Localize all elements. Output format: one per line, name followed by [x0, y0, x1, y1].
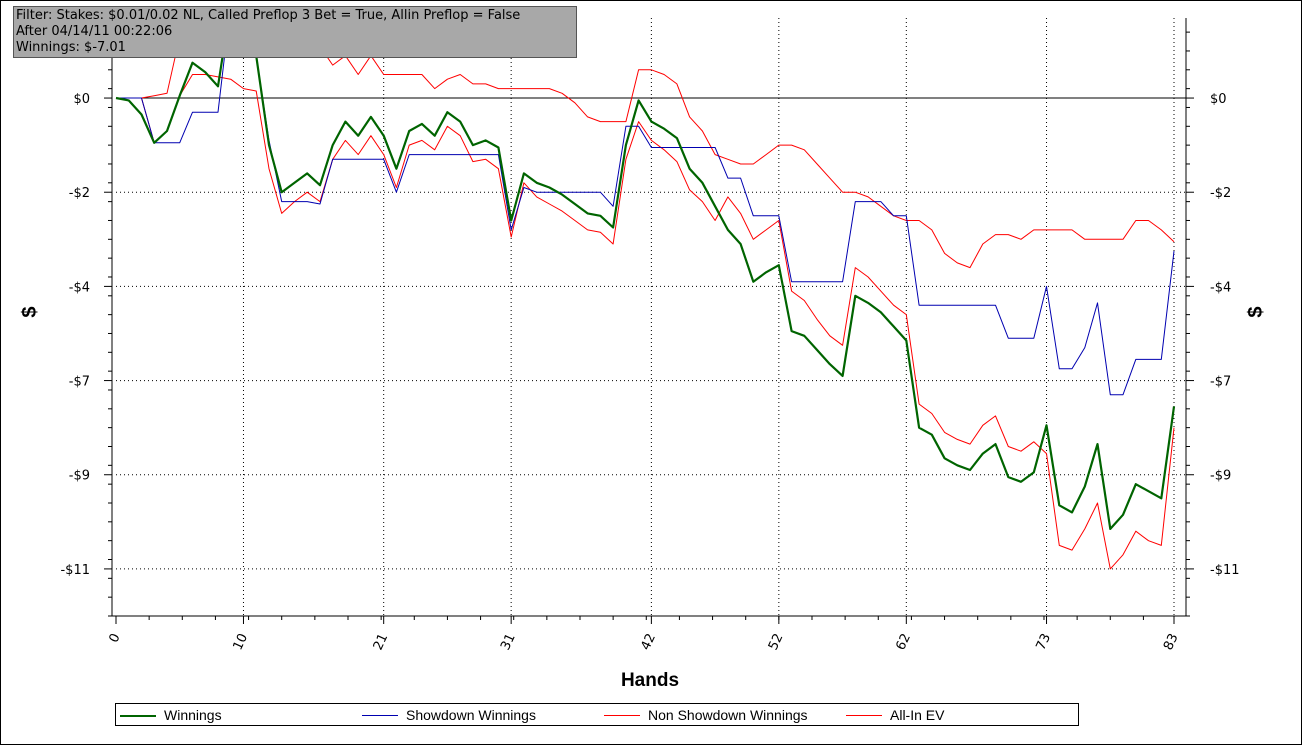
y-axis-label-left: $ [19, 306, 41, 317]
y-tick-label-left: -$11 [60, 563, 90, 578]
x-tick-label: 0 [107, 631, 124, 645]
y-tick-label-left: -$4 [69, 280, 90, 295]
filter-info-box: Filter: Stakes: $0.01/0.02 NL, Called Pr… [13, 6, 577, 58]
legend-swatch [846, 715, 882, 716]
filter-date-line: After 04/14/11 00:22:06 [16, 24, 173, 39]
x-tick-label: 73 [1034, 631, 1055, 652]
legend-swatch [604, 715, 640, 716]
x-tick-label: 42 [638, 631, 659, 652]
y-tick-label-right: -$9 [1210, 469, 1231, 484]
axes [104, 18, 1194, 624]
legend-label: All-In EV [890, 707, 945, 723]
y-tick-label-right: -$4 [1210, 280, 1231, 295]
x-tick-label: 31 [498, 631, 519, 652]
legend-swatch [120, 715, 156, 717]
y-tick-label-right: -$7 [1210, 375, 1231, 390]
legend-label: Showdown Winnings [406, 707, 536, 723]
x-tick-label: 83 [1161, 631, 1182, 652]
showdown-winnings-line [116, 18, 1175, 396]
y-tick-label-right: -$2 [1210, 186, 1231, 201]
y-tick-label-right: -$11 [1210, 563, 1240, 578]
winnings-line [115, 18, 1176, 531]
tick-labels: 0 10 21 31 42 52 62 73 83 $0 $0 -$2 -$2 -$4 -$4 -$7 -$7 -… [60, 92, 1239, 653]
legend-label: Non Showdown Winnings [648, 707, 808, 723]
legend-swatch [362, 715, 398, 716]
legend: Winnings Showdown Winnings Non Showdown … [115, 703, 1079, 726]
filter-winnings-line: Winnings: $-7.01 [16, 40, 126, 55]
y-tick-label-left: $0 [73, 92, 90, 107]
y-axis-label-right: $ [1245, 306, 1267, 317]
y-tick-label-left: -$9 [69, 469, 90, 484]
legend-label: Winnings [164, 707, 222, 723]
x-axis-label: Hands [621, 670, 679, 691]
x-tick-label: 62 [893, 631, 914, 652]
y-tick-label-left: -$2 [69, 186, 90, 201]
x-tick-label: 21 [371, 631, 392, 652]
grid [116, 18, 1186, 616]
x-tick-label: 52 [766, 631, 787, 652]
y-tick-label-right: $0 [1210, 92, 1227, 107]
y-tick-label-left: -$7 [69, 375, 90, 390]
x-tick-label: 10 [231, 631, 252, 652]
all-in-ev-line [116, 74, 1175, 570]
filter-line: Filter: Stakes: $0.01/0.02 NL, Called Pr… [16, 8, 521, 23]
